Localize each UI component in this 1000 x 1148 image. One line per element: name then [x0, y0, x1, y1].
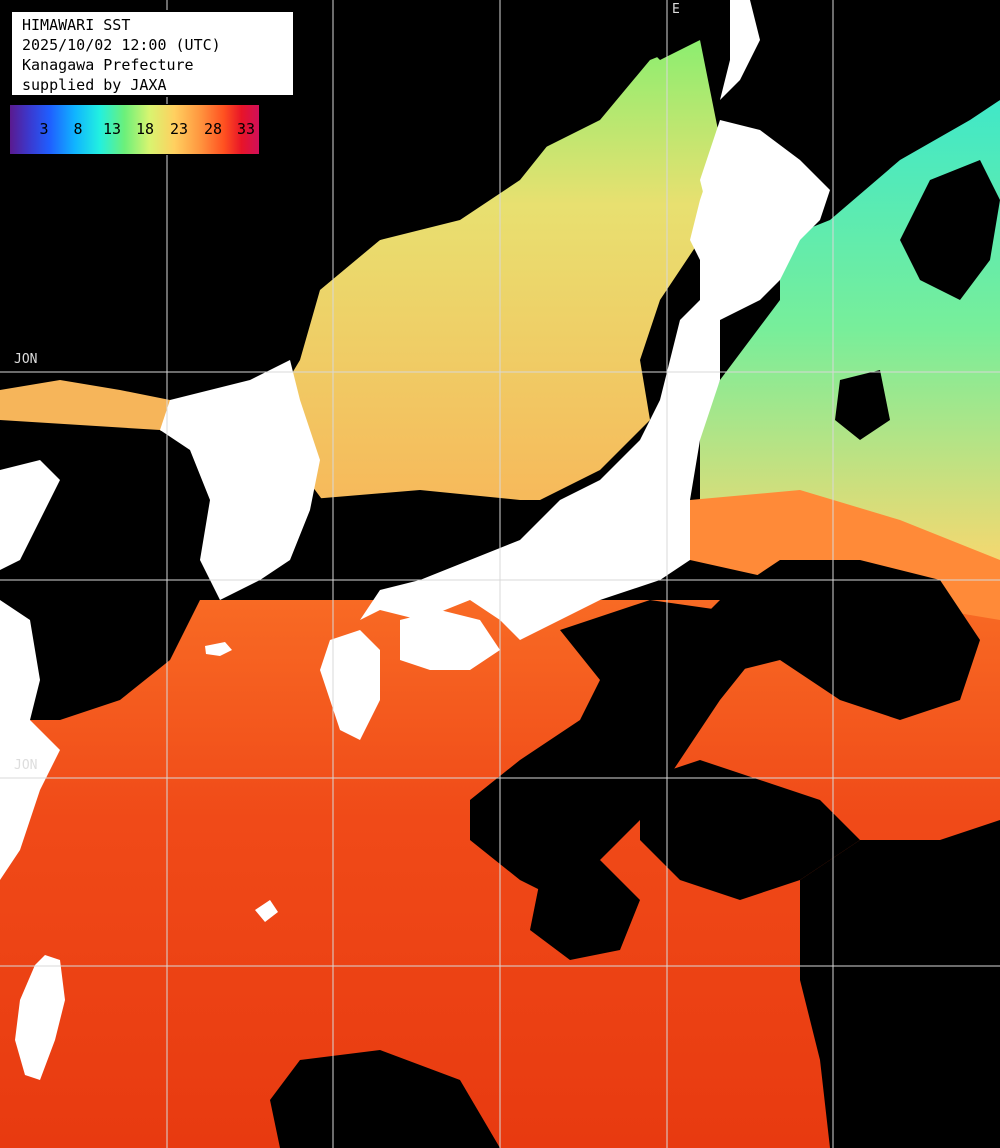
land-china-coast	[0, 460, 60, 570]
land-sakhalin-island	[400, 128, 428, 165]
cloud-mass-east-north-patches	[900, 160, 1000, 300]
legend-label-13: 13	[102, 120, 122, 138]
cloud-mass-southeast	[800, 820, 1000, 1148]
cloud-mass-east-strands	[640, 760, 860, 900]
grid-label-top: E	[672, 2, 680, 17]
legend-label-33: 33	[236, 120, 256, 138]
cloud-mass-east-north-patches-2	[835, 370, 890, 440]
title-line-1: HIMAWARI SST	[22, 16, 131, 34]
cloud-mass-northwest	[0, 0, 640, 390]
cloud-mass-east	[680, 560, 980, 720]
legend-label-8: 8	[73, 120, 83, 138]
land-shikoku	[400, 610, 500, 670]
title-line-2: 2025/10/02 12:00 (UTC)	[22, 36, 221, 54]
land-kyushu	[320, 630, 380, 740]
land-hokkaido-east	[700, 120, 830, 270]
land-china-south	[0, 600, 60, 880]
cloud-mass-southeast-strands	[530, 860, 640, 960]
land-okinawa	[255, 900, 278, 922]
legend-label-3: 3	[39, 120, 49, 138]
title-line-3: Kanagawa Prefecture	[22, 56, 194, 74]
cloud-mass-south	[270, 1050, 500, 1148]
legend-label-18: 18	[135, 120, 155, 138]
legend-label-28: 28	[203, 120, 223, 138]
land-jeju	[205, 642, 232, 656]
land-taiwan	[15, 955, 65, 1080]
title-box: HIMAWARI SST 2025/10/02 12:00 (UTC) Kana…	[10, 10, 295, 97]
cloud-mass-northeast	[760, 0, 1000, 190]
title-line-4: supplied by JAXA	[22, 76, 167, 94]
color-legend: 3 8 13 18 23 28 33	[9, 104, 260, 155]
sea-of-japan	[270, 40, 720, 510]
grid-label-left-upper: JON	[14, 352, 38, 367]
land-honshu	[360, 140, 820, 640]
land-korea	[160, 360, 320, 600]
land-hokkaido	[720, 0, 760, 100]
legend-label-23: 23	[169, 120, 189, 138]
cloud-mass-central	[470, 600, 760, 900]
grid-label-left-lower: JON	[14, 758, 38, 773]
